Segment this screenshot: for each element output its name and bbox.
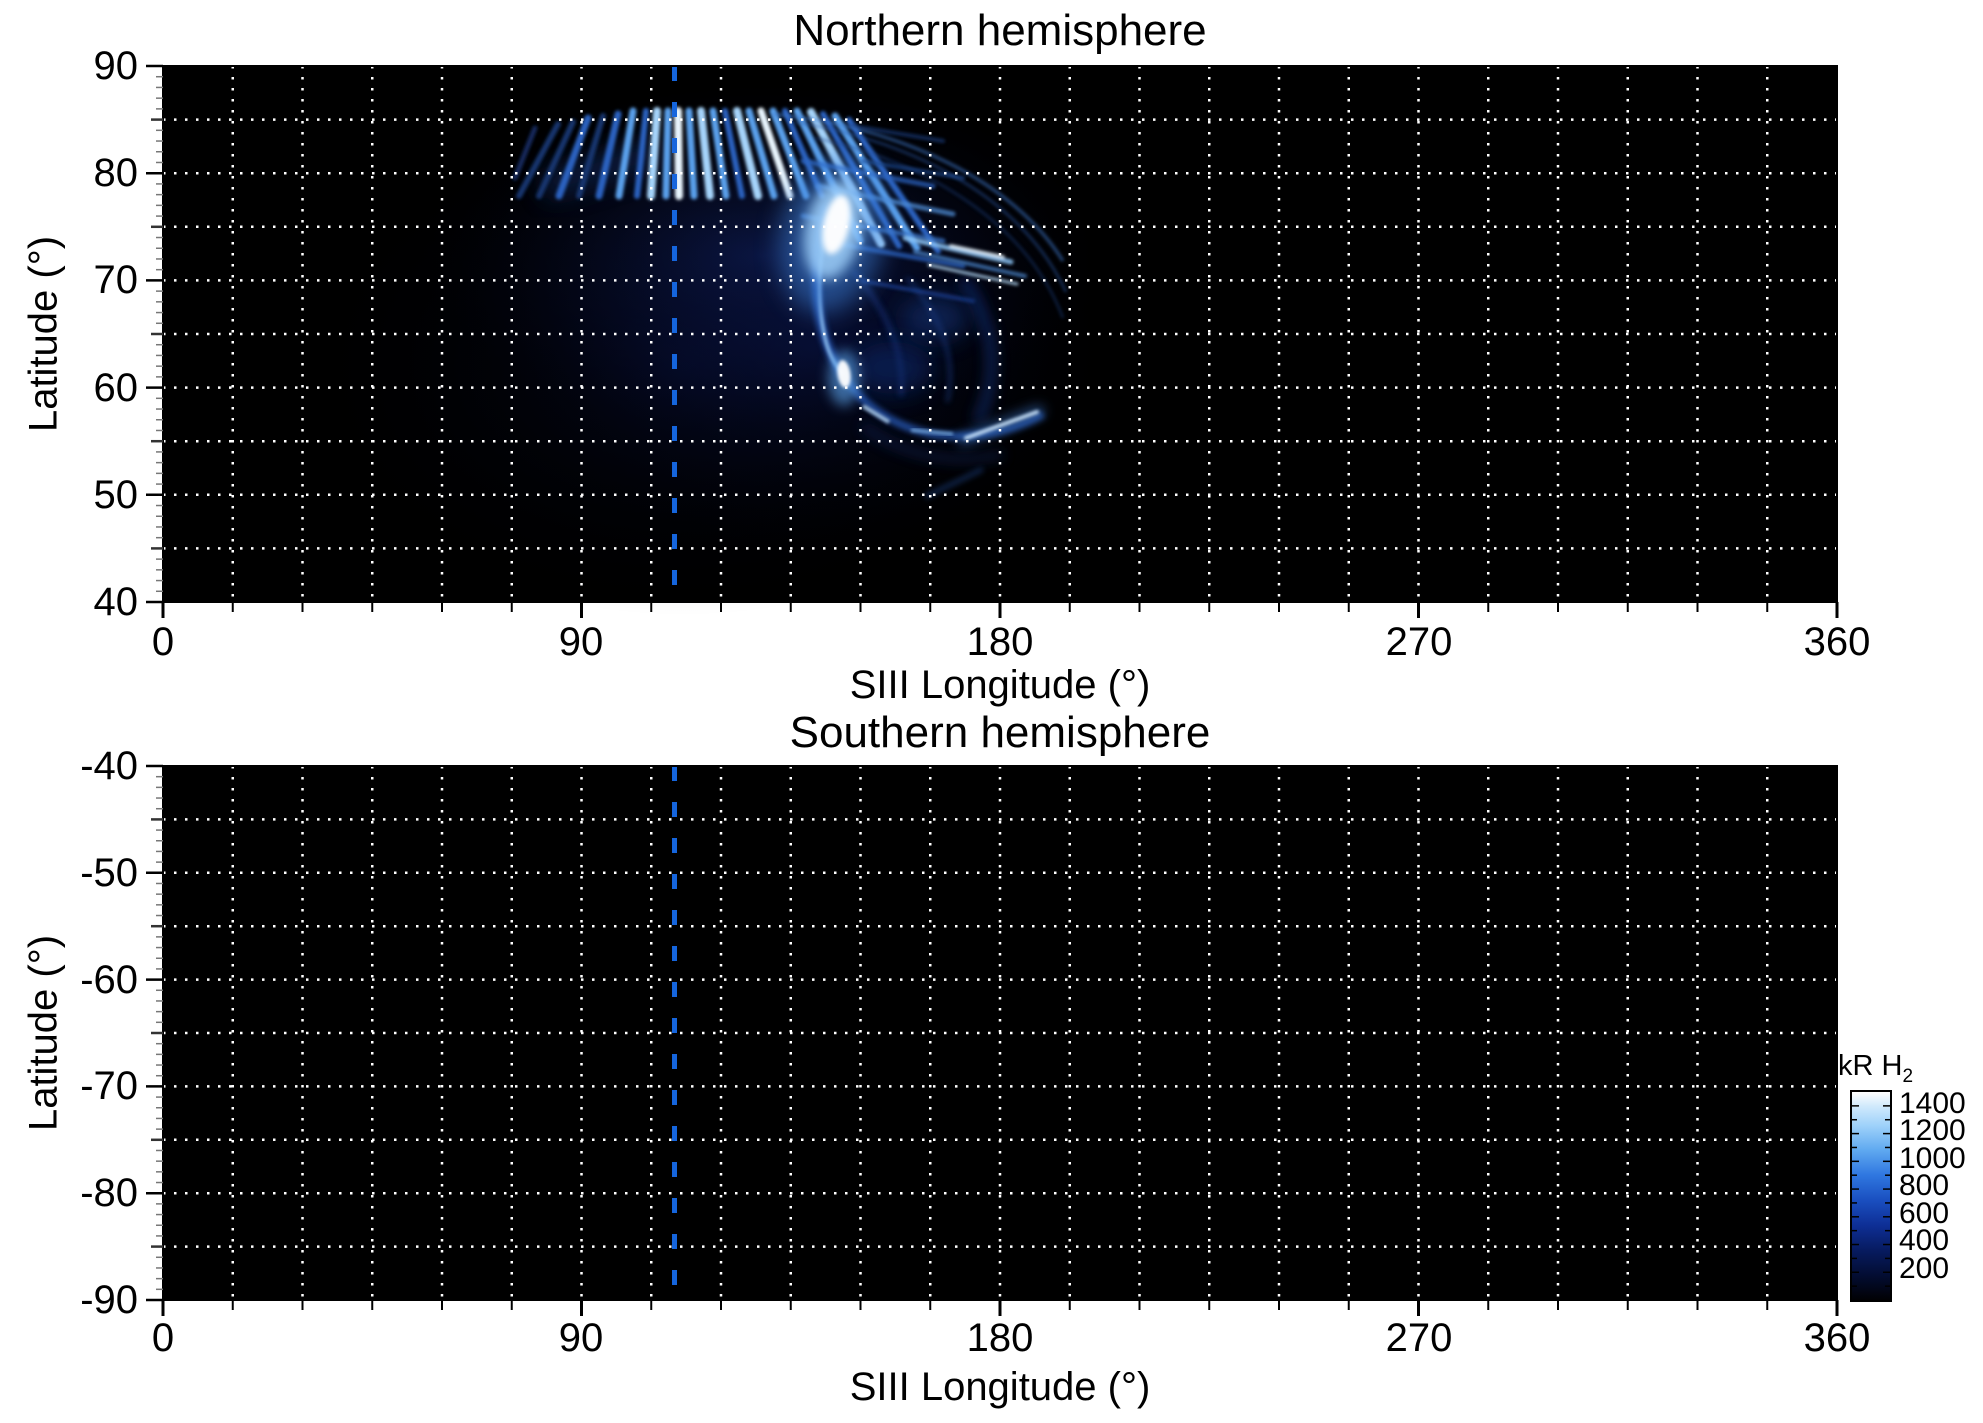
north-x-tick-label: 270 [1385,620,1453,664]
colorbar-title: kR H2 [1838,1050,1913,1093]
south-x-tick-label: 180 [966,1316,1034,1360]
north-y-tick-label: 90 [93,44,139,88]
colorbar-tick-label: 1000 [1899,1142,1966,1175]
south-panel [146,764,1839,1316]
axis-ticks [146,764,1839,1316]
south-y-tick-label: -90 [80,1278,138,1322]
dusk-bright-streaks [902,235,1027,286]
low-lat-streak [924,405,1045,499]
south-title: Southern hemisphere [789,708,1211,757]
colorbar [1850,1090,1892,1302]
north-y-tick-label: 70 [93,258,139,302]
gridlines [163,66,1837,602]
south-y-tick-label: -50 [80,851,138,895]
brightest-spot [778,154,886,313]
south-x-tick-label: 0 [151,1316,175,1360]
north-y-tick-label: 60 [93,366,139,410]
colorbar-title-subscript: 2 [1902,1065,1914,1087]
north-x-tick-label: 0 [151,620,175,664]
gridlines [163,766,1837,1300]
north-x-axis-label: SIII Longitude (°) [849,663,1151,707]
axis-ticks [146,64,1839,618]
colorbar-tick-label: 600 [1899,1197,1950,1230]
north-x-tick-label: 180 [966,620,1034,664]
colorbar-ticks [1852,1105,1890,1287]
south-y-tick-label: -60 [80,958,138,1002]
colorbar-tick-label: 200 [1899,1252,1950,1285]
aurora-emission [303,81,1113,616]
south-x-tick-label: 90 [558,1316,604,1360]
colorbar-tick-label: 400 [1899,1224,1950,1257]
north-panel [146,64,1839,618]
south-y-axis-label: Latitude (°) [21,934,66,1132]
north-x-tick-label: 360 [1803,620,1871,664]
south-x-tick-label: 270 [1385,1316,1453,1360]
south-x-axis-label: SIII Longitude (°) [849,1365,1151,1409]
north-y-tick-label: 40 [93,580,139,624]
south-y-tick-label: -40 [80,744,138,788]
north-y-tick-label: 80 [93,151,139,195]
colorbar-tick-label: 1400 [1899,1087,1966,1120]
colorbar-title-text: kR H [1838,1050,1903,1082]
south-y-tick-label: -70 [80,1064,138,1108]
south-heatmap [146,764,1839,1316]
north-x-tick-label: 90 [558,620,604,664]
south-y-tick-label: -80 [80,1171,138,1215]
colorbar-tick-label: 800 [1899,1169,1950,1202]
south-x-tick-label: 360 [1803,1316,1871,1360]
north-y-tick-label: 50 [93,473,139,517]
north-y-axis-label: Latitude (°) [21,235,66,433]
secondary-bright-spot [828,350,860,406]
north-title: Northern hemisphere [793,6,1207,55]
colorbar-tick-label: 1200 [1899,1114,1966,1147]
north-heatmap [146,64,1839,618]
